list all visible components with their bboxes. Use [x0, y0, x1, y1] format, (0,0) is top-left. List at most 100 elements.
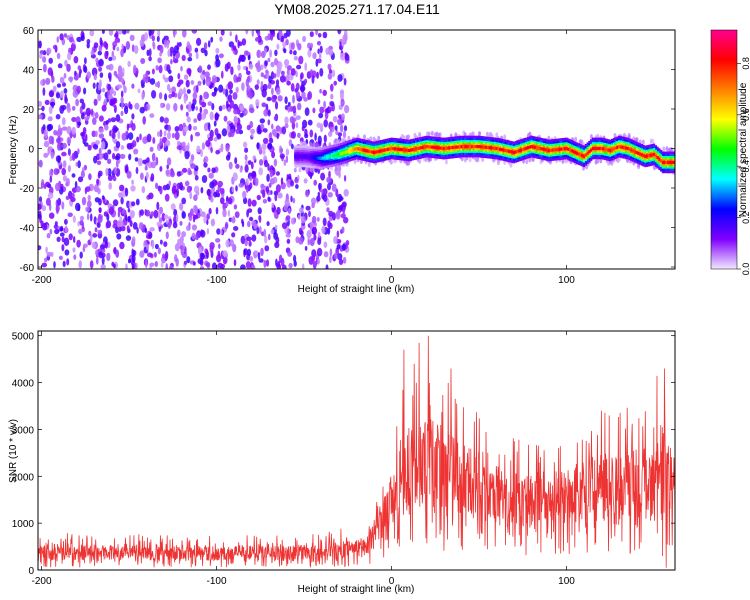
- noise-cell: [75, 202, 81, 212]
- ridge-cell: [572, 150, 575, 154]
- noise-cell: [236, 77, 242, 82]
- noise-cell: [164, 93, 168, 101]
- noise-cell: [268, 182, 272, 188]
- noise-cell: [235, 34, 238, 43]
- ridge-cell: [530, 145, 533, 149]
- noise-cell: [245, 66, 249, 72]
- noise-cell: [131, 83, 135, 89]
- noise-cell: [66, 126, 72, 135]
- noise-cell: [317, 140, 322, 147]
- noise-cell: [136, 136, 140, 143]
- noise-cell: [179, 202, 184, 211]
- noise-cell: [113, 127, 119, 132]
- noise-cell: [133, 64, 137, 74]
- halo-cell: [626, 158, 630, 164]
- noise-cell: [71, 105, 76, 111]
- noise-cell: [51, 75, 55, 83]
- noise-cell: [171, 86, 177, 94]
- noise-cell: [293, 50, 297, 56]
- ridge-cell: [299, 154, 302, 158]
- noise-cell: [120, 145, 125, 150]
- noise-cell: [201, 101, 207, 108]
- noise-cell: [227, 81, 234, 90]
- ridge-cell: [376, 150, 379, 154]
- noise-cell: [241, 38, 247, 46]
- noise-cell: [91, 241, 96, 249]
- y-tick-label: 40: [23, 66, 35, 77]
- noise-cell: [280, 177, 284, 185]
- noise-cell: [163, 214, 169, 220]
- noise-cell: [176, 171, 181, 177]
- noise-cell: [59, 227, 63, 232]
- noise-cell: [71, 173, 76, 178]
- noise-cell: [145, 171, 149, 180]
- noise-cell: [263, 109, 269, 117]
- ridge-cell: [509, 150, 512, 154]
- noise-cell: [131, 236, 136, 244]
- ridge-cell: [611, 148, 614, 152]
- noise-cell: [124, 105, 129, 115]
- noise-cell: [185, 79, 190, 88]
- ridge-cell: [481, 145, 484, 149]
- noise-cell: [210, 147, 213, 153]
- noise-cell: [205, 140, 211, 147]
- ridge-cell: [500, 148, 503, 152]
- noise-cell: [159, 45, 164, 54]
- ridge-cell: [639, 152, 642, 156]
- noise-cell: [171, 132, 175, 139]
- snr-y-axis-label: SNR (10 * v/v): [8, 419, 19, 483]
- noise-cell: [259, 159, 264, 166]
- ridge-cell: [497, 147, 500, 151]
- noise-cell: [262, 189, 265, 199]
- noise-cell: [119, 216, 123, 222]
- noise-cell: [115, 30, 119, 40]
- noise-cell: [276, 206, 281, 215]
- noise-cell: [331, 183, 337, 192]
- noise-cell: [311, 226, 318, 235]
- noise-cell: [343, 216, 349, 224]
- noise-cell: [300, 84, 305, 93]
- y-tick-label: 5000: [12, 332, 35, 343]
- noise-cell: [73, 236, 76, 243]
- noise-cell: [227, 197, 233, 205]
- noise-cell: [207, 122, 211, 132]
- noise-cell: [97, 215, 103, 224]
- noise-cell: [137, 88, 141, 94]
- noise-cell: [48, 57, 53, 64]
- halo-cell: [476, 157, 480, 163]
- noise-cell: [248, 216, 254, 222]
- noise-cell: [240, 235, 246, 245]
- ridge-cell: [590, 148, 593, 152]
- noise-cell: [57, 135, 61, 143]
- noise-cell: [315, 30, 318, 36]
- noise-cell: [68, 233, 73, 241]
- noise-cell: [56, 36, 60, 43]
- noise-cell: [77, 65, 82, 71]
- noise-cell: [68, 47, 72, 54]
- noise-cell: [314, 132, 317, 141]
- noise-cell: [62, 142, 67, 149]
- noise-cell: [150, 161, 157, 169]
- noise-cell: [85, 206, 90, 212]
- noise-cell: [290, 195, 293, 203]
- noise-cell: [199, 266, 205, 269]
- noise-cell: [318, 53, 322, 59]
- noise-cell: [256, 194, 261, 201]
- noise-cell: [152, 137, 156, 144]
- noise-cell: [322, 194, 328, 202]
- noise-cell: [53, 168, 59, 176]
- noise-cell: [52, 85, 57, 93]
- noise-cell: [162, 184, 168, 191]
- noise-cell: [269, 49, 272, 58]
- ridge-cell: [317, 156, 320, 160]
- noise-cell: [206, 228, 210, 235]
- noise-cell: [139, 250, 145, 258]
- noise-cell: [131, 201, 136, 207]
- noise-cell: [295, 122, 299, 129]
- ridge-cell: [649, 153, 652, 157]
- noise-cell: [197, 80, 202, 86]
- noise-cell: [333, 252, 338, 260]
- noise-cell: [121, 132, 127, 141]
- noise-cell: [107, 149, 112, 155]
